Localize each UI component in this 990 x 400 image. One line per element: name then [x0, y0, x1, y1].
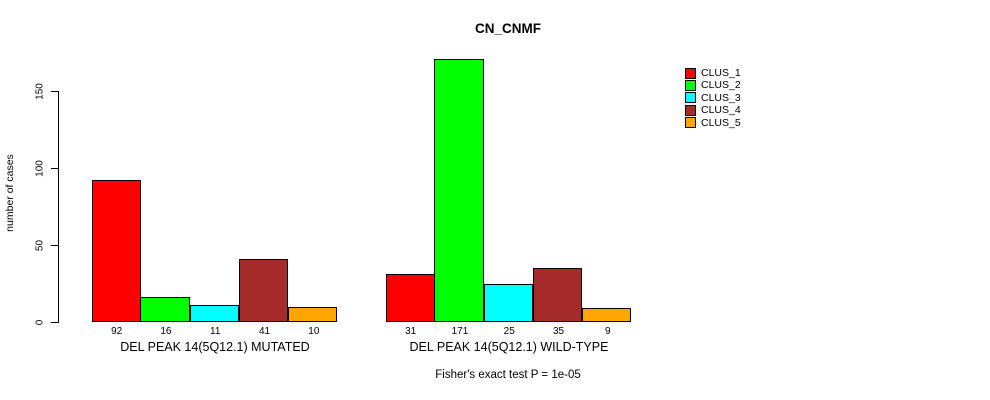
bar-clus_5-wild-type: [582, 308, 632, 322]
fisher-test-annotation: Fisher's exact test P = 1e-05: [435, 369, 581, 381]
legend-swatch-clus_4: [685, 104, 696, 116]
y-tick-150: [51, 90, 59, 92]
y-tick-label-0: 0: [34, 319, 46, 325]
bar-value-label-clus_4-mutated: 41: [258, 326, 271, 337]
y-tick-100: [51, 167, 59, 169]
bar-clus_5-mutated: [288, 306, 338, 322]
bar-clus_2-wild-type: [434, 58, 484, 322]
y-axis-label: number of cases: [4, 154, 16, 232]
x-group-label-mutated: DEL PEAK 14(5Q12.1) MUTATED: [120, 340, 310, 354]
bar-clus_2-mutated: [140, 297, 190, 322]
legend-swatch-clus_1: [685, 67, 696, 79]
legend-item-label: CLUS_2: [701, 79, 741, 92]
y-axis-line: [58, 91, 59, 322]
bar-clus_4-wild-type: [532, 268, 583, 322]
bar-clus_1-mutated: [92, 180, 142, 322]
y-tick-50: [51, 244, 59, 246]
bar-clus_3-mutated: [189, 305, 239, 322]
legend-item-clus_2: CLUS_2: [685, 79, 741, 91]
legend-item-clus_1: CLUS_1: [685, 67, 741, 79]
bar-value-label-clus_2-mutated: 16: [160, 326, 172, 337]
chart-title: CN_CNMF: [475, 21, 541, 36]
y-tick-label-150: 150: [34, 82, 46, 100]
legend-swatch-clus_5: [685, 117, 696, 129]
bar-clus_1-wild-type: [386, 274, 436, 322]
bar-value-label-clus_3-mutated: 11: [210, 326, 221, 337]
x-group-label-wild-type: DEL PEAK 14(5Q12.1) WILD-TYPE: [409, 340, 609, 354]
bar-value-label-clus_1-wild-type: 31: [405, 326, 417, 337]
bar-value-label-clus_5-wild-type: 9: [605, 326, 611, 337]
legend-item-clus_3: CLUS_3: [685, 92, 741, 104]
legend-swatch-clus_3: [685, 92, 696, 104]
legend-item-label: CLUS_3: [701, 91, 741, 104]
legend-item-clus_4: CLUS_4: [685, 104, 741, 116]
bar-value-label-clus_5-mutated: 10: [308, 326, 320, 337]
legend-item-label: CLUS_4: [701, 104, 741, 117]
bar-value-label-clus_2-wild-type: 171: [451, 326, 469, 337]
bar-clus_3-wild-type: [483, 283, 533, 322]
legend-item-clus_5: CLUS_5: [685, 117, 741, 129]
legend-item-label: CLUS_1: [701, 67, 741, 79]
bar-value-label-clus_3-wild-type: 25: [503, 326, 515, 337]
y-tick-0: [51, 321, 59, 323]
bar-clus_4-mutated: [238, 258, 289, 322]
y-tick-label-100: 100: [34, 159, 46, 177]
legend-swatch-clus_2: [685, 79, 696, 91]
y-tick-label-50: 50: [34, 239, 46, 251]
bar-value-label-clus_1-mutated: 92: [111, 326, 123, 337]
bar-value-label-clus_4-wild-type: 35: [552, 326, 565, 337]
legend-item-label: CLUS_5: [701, 116, 741, 129]
